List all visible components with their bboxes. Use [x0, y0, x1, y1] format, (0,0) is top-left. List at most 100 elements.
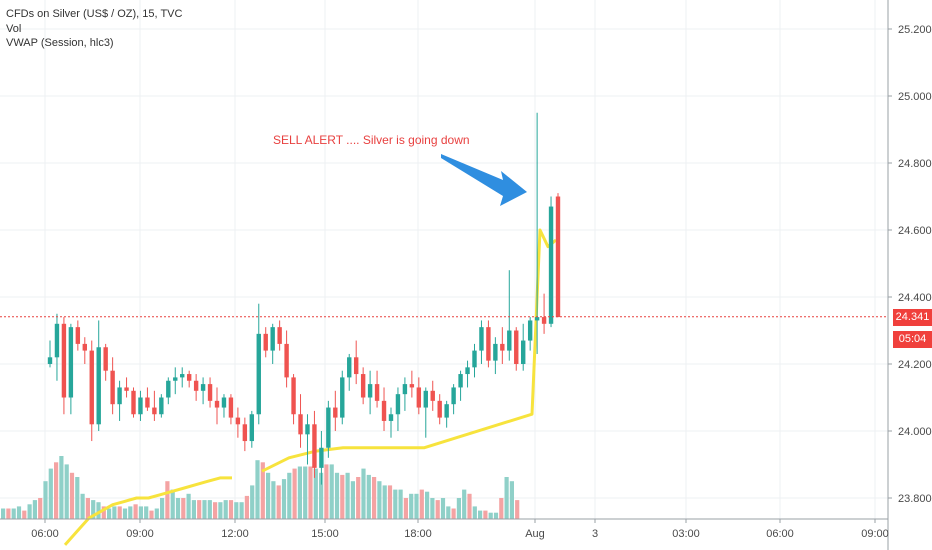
volume-bar: [154, 508, 159, 519]
volume-bar: [197, 500, 202, 519]
volume-bar: [430, 498, 435, 519]
volume-bar: [59, 456, 64, 519]
candle-body: [82, 343, 87, 351]
volume-bar: [308, 466, 313, 519]
chart-legend: CFDs on Silver (US$ / OZ), 15, TVC Vol V…: [6, 7, 182, 51]
candle-body: [340, 377, 345, 418]
volume-bar: [75, 477, 80, 519]
candle-body: [333, 407, 338, 418]
candle-body: [472, 350, 477, 368]
symbol-title[interactable]: CFDs on Silver (US$ / OZ), 15, TVC: [6, 8, 183, 20]
volume-bar: [138, 506, 143, 519]
volume-bar: [297, 466, 302, 519]
price-tick-label: 23.800: [898, 493, 932, 505]
candle-body: [430, 390, 435, 401]
volume-bar: [398, 489, 403, 519]
candle-body: [221, 397, 227, 408]
candle-body: [416, 387, 422, 408]
volume-bar: [27, 504, 32, 519]
candle-body: [270, 327, 275, 351]
price-tick-label: 24.400: [898, 292, 932, 304]
candle-body: [159, 397, 164, 415]
time-tick-label: 09:00: [861, 528, 889, 540]
time-tick-label: 06:00: [31, 528, 59, 540]
volume-bar: [334, 472, 340, 519]
candle-body: [541, 317, 547, 324]
candle-body: [291, 377, 296, 415]
price-tick-label: 25.000: [898, 91, 932, 103]
volume-bar: [329, 464, 334, 519]
volume-bar: [504, 477, 509, 519]
volume-bar: [191, 500, 196, 519]
volume-bar: [387, 485, 393, 519]
candle-body: [68, 327, 74, 398]
volume-bar: [324, 464, 329, 519]
time-axis: 06:00 09:00 12:00 15:00 18:00 Aug 3 03:00 06:00 0…: [31, 519, 889, 540]
candle-body: [527, 320, 533, 341]
price-tick-label: 25.200: [898, 24, 932, 36]
volume-bar: [483, 510, 488, 519]
volume-bar: [446, 506, 451, 519]
bar-countdown-tag: 05:04: [893, 330, 932, 348]
volume-bar: [414, 493, 419, 519]
volume-bar: [91, 500, 96, 519]
volume-bar: [499, 498, 504, 519]
volume-bar: [218, 502, 223, 519]
candle-body: [298, 414, 303, 435]
volume-bar: [435, 500, 440, 519]
volume-bar: [96, 502, 101, 519]
volume-bar: [303, 466, 308, 519]
candle-body: [131, 390, 136, 415]
volume-study-label[interactable]: Vol: [6, 22, 22, 35]
volume-bar: [361, 468, 366, 519]
candle-body: [263, 333, 268, 351]
candle-body: [214, 400, 220, 408]
time-tick-label: 09:00: [126, 528, 154, 540]
candle-body: [228, 397, 234, 418]
volume-bar: [228, 500, 234, 519]
volume-bar: [266, 472, 271, 519]
time-tick-label: 18:00: [404, 528, 432, 540]
candle-body: [47, 357, 53, 364]
volume-bar: [1, 508, 6, 519]
vwap-study-label[interactable]: VWAP (Session, hlc3): [6, 37, 114, 49]
candle-body: [75, 327, 81, 344]
time-tick-label: 06:00: [766, 528, 794, 540]
volume-bar: [175, 498, 181, 519]
candle-body: [54, 323, 60, 358]
volume-bar: [493, 512, 499, 519]
volume-bar: [313, 468, 318, 519]
volume-bar: [319, 472, 324, 519]
volume-bar: [462, 489, 467, 519]
volume-bar: [160, 498, 165, 519]
volume-bar: [409, 493, 414, 519]
candle-body: [200, 384, 206, 391]
volume-bar: [54, 462, 59, 519]
candle-body: [242, 424, 248, 442]
time-tick-label: Aug: [525, 528, 545, 540]
volume-bar: [101, 506, 106, 519]
volume-bar: [234, 502, 239, 519]
volume-bar: [472, 506, 477, 519]
candle-body: [256, 333, 261, 415]
volume-bar: [43, 481, 48, 519]
candle-body: [479, 327, 484, 351]
candle-body: [277, 327, 282, 344]
volume-bar: [11, 508, 16, 519]
sell-alert-arrow: [441, 154, 527, 206]
price-tick-label: 24.000: [898, 426, 932, 438]
volume-bar: [48, 468, 53, 519]
candle-body: [402, 384, 408, 395]
candle-body: [207, 384, 213, 401]
price-axis: 25.200 25.000 24.800 24.600 24.400 24.200 24.0…: [888, 24, 932, 505]
volume-bar: [144, 506, 149, 519]
volume-bar: [181, 498, 186, 519]
volume-bar: [345, 472, 350, 519]
chart-grid: [0, 0, 888, 519]
sell-alert-text: SELL ALERT .... Silver is going down: [273, 133, 470, 147]
candle-body: [388, 414, 394, 421]
volume-bar: [16, 506, 22, 519]
candle-body: [521, 340, 526, 364]
volume-bar: [32, 500, 37, 519]
